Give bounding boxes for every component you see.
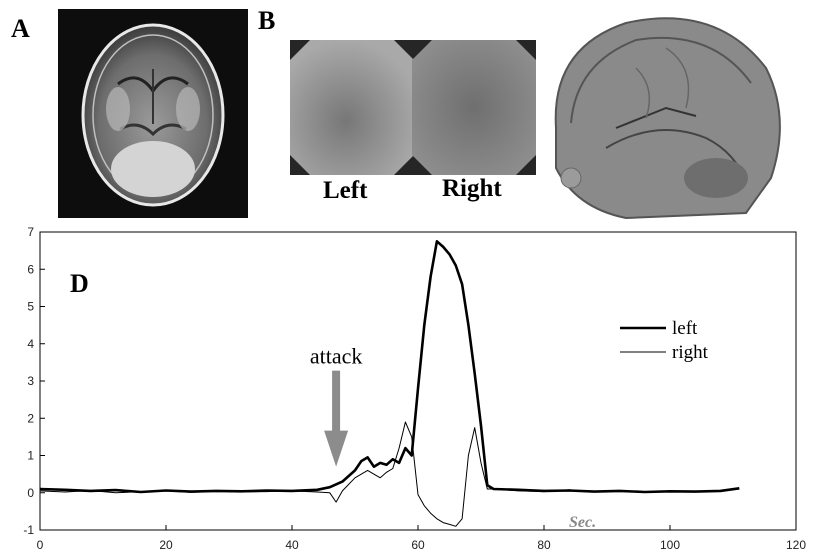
panel-a-letter: A: [11, 14, 30, 43]
legend-label-left: left: [672, 318, 698, 339]
attack-annotation-label: attack: [310, 344, 363, 369]
left-label: Left: [323, 177, 368, 204]
series-line-left: [39, 239, 740, 494]
panel-b-letter: B: [258, 6, 276, 35]
x-tick-label: 60: [411, 538, 425, 552]
y-tick-label: 4: [27, 337, 34, 351]
y-tick-label: 2: [27, 411, 34, 425]
axial-mri-image: [58, 9, 248, 218]
legend-label-right: right: [672, 342, 709, 363]
attack-arrow-icon: [324, 370, 349, 467]
sagittal-mri-image: [546, 8, 786, 222]
x-tick-label: 20: [159, 538, 173, 552]
y-tick-label: 5: [27, 300, 34, 314]
y-tick-label: 7: [27, 225, 34, 239]
series-line-right: [39, 421, 740, 527]
y-tick-label: 3: [27, 374, 34, 388]
left-right-map-image: [290, 40, 536, 175]
x-tick-label: 80: [537, 538, 551, 552]
x-tick-label: 120: [786, 538, 806, 552]
y-tick-label: 0: [27, 486, 34, 500]
x-tick-label: 40: [285, 538, 299, 552]
panel-d-letter: D: [70, 269, 89, 298]
right-label: Right: [442, 175, 502, 202]
y-tick-label: -1: [23, 523, 34, 537]
x-tick-label: 0: [37, 538, 44, 552]
x-axis-unit-label: Sec.: [569, 514, 596, 531]
y-tick-label: 1: [27, 449, 34, 463]
x-tick-label: 100: [660, 538, 680, 552]
y-tick-label: 6: [27, 262, 34, 276]
